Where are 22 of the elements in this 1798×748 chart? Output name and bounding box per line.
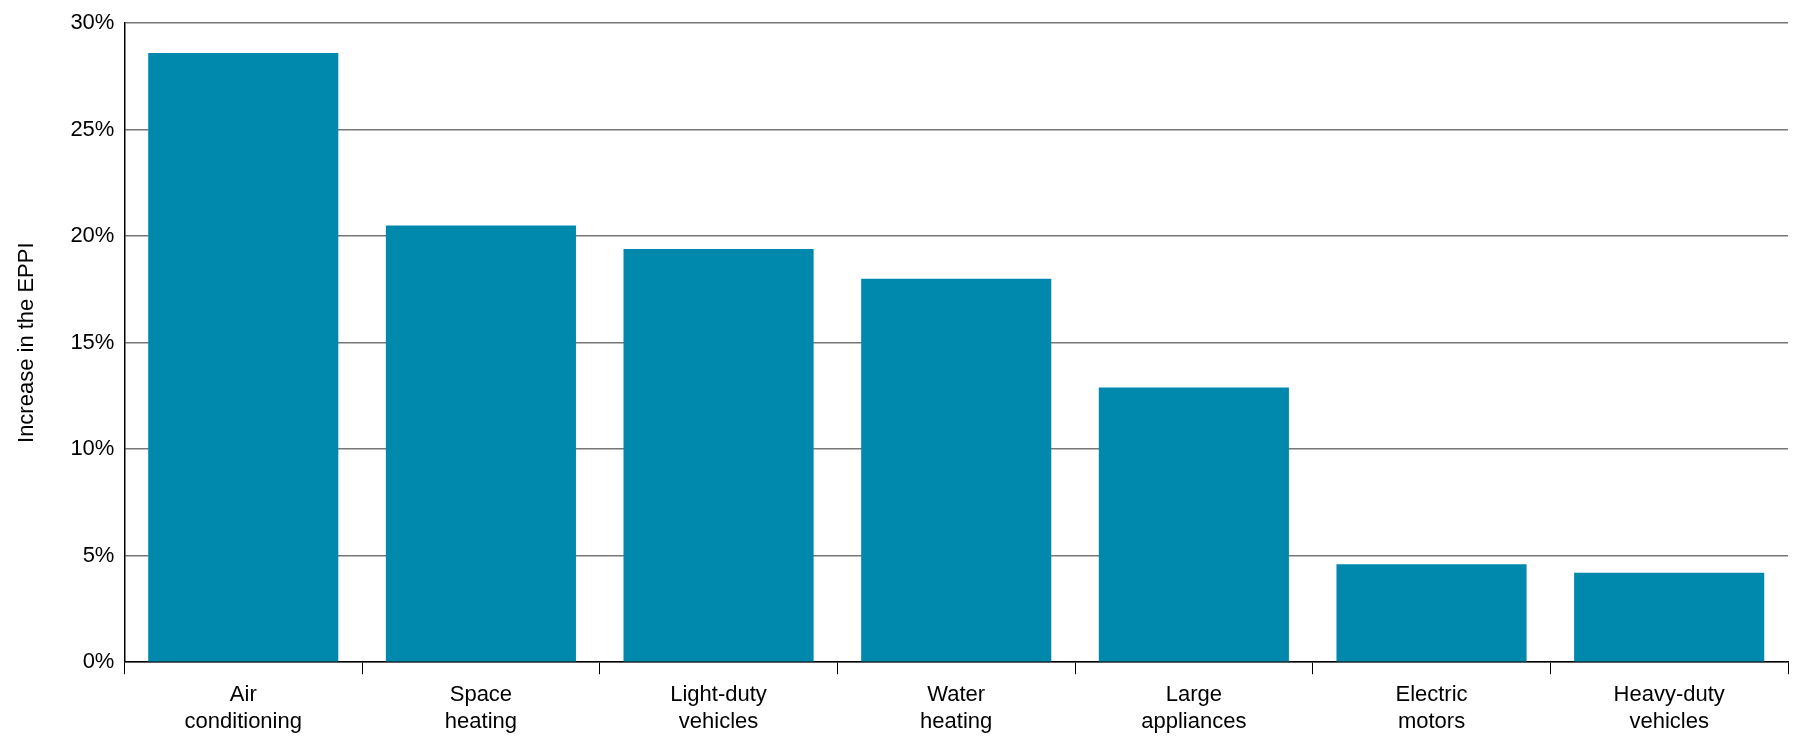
- bar: [861, 278, 1052, 662]
- x-tick-label: Space heating: [444, 681, 517, 733]
- y-tick-label: 5%: [82, 541, 115, 567]
- bar: [1098, 387, 1289, 662]
- y-tick-label: 15%: [70, 328, 115, 354]
- x-tick-label: Heavy-duty vehicles: [1613, 681, 1725, 733]
- y-tick-label: 10%: [70, 435, 115, 461]
- y-tick-label: 20%: [70, 222, 115, 248]
- x-tick-label: Electric motors: [1395, 681, 1468, 733]
- y-tick-label: 30%: [70, 9, 115, 35]
- y-tick-label: 0%: [82, 648, 115, 674]
- bar: [1574, 572, 1765, 662]
- x-tick-label: Large appliances: [1141, 681, 1247, 733]
- x-tick-label: Light-duty vehicles: [670, 681, 767, 733]
- bar: [623, 248, 814, 662]
- y-tick-label: 25%: [70, 115, 115, 141]
- y-axis-title: Increase in the EPPI: [13, 242, 39, 443]
- bar: [385, 225, 576, 662]
- bar: [1336, 564, 1527, 662]
- x-tick-label: Air conditioning: [184, 681, 302, 733]
- x-tick-label: Water heating: [920, 681, 993, 733]
- bar: [148, 53, 339, 662]
